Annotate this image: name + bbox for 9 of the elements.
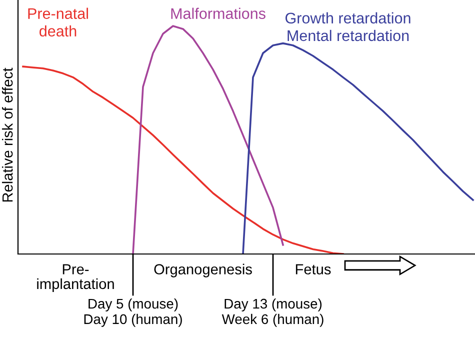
y-axis-title: Relative risk of effect [2,68,13,202]
text: Pre- implantation [37,264,114,292]
text: Fetus [296,264,331,274]
series-label: Malformations [171,8,266,19]
text: Organogenesis [154,264,252,278]
series-label: Growth retardation Mental retardation [286,12,410,42]
x-tick-label: Day 13 (mouse) Week 6 (human) [222,298,324,327]
series-label: Pre-natal death [28,8,88,37]
x-tick-label: Day 5 (mouse) Day 10 (human) [84,298,182,327]
